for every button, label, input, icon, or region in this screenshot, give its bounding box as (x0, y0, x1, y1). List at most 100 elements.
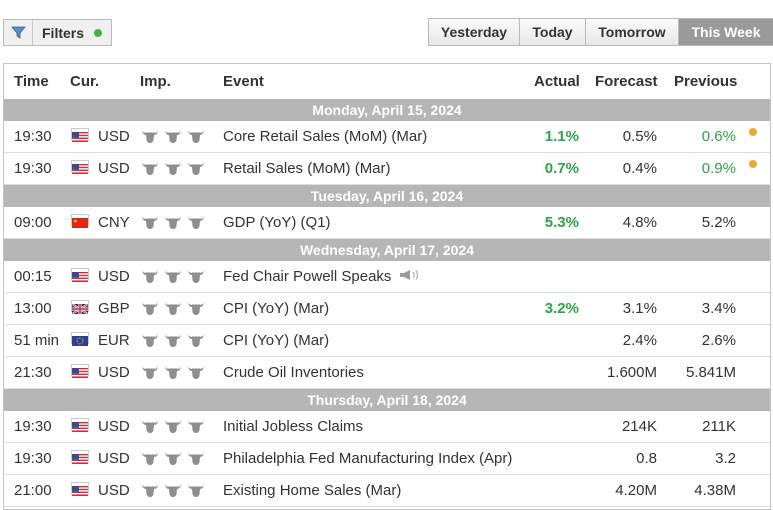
us-flag-icon (71, 418, 89, 432)
uk-flag-icon (71, 300, 89, 315)
table-row[interactable]: 51 min EUR CPI (YoY) (Mar) 2.4% 2.6% (4, 325, 770, 357)
event-forecast: 0.4% (622, 160, 657, 177)
event-actual: 3.2% (544, 300, 579, 317)
event-name[interactable]: Fed Chair Powell Speaks (223, 268, 392, 285)
col-header-forecast[interactable]: Forecast (595, 73, 658, 90)
event-name[interactable]: Philadelphia Fed Manufacturing Index (Ap… (223, 450, 513, 467)
us-flag-icon (71, 364, 89, 378)
importance-bull-icon (187, 332, 205, 348)
importance-bull-icon (164, 300, 182, 316)
eu-flag-icon (71, 332, 89, 346)
table-row[interactable]: 21:00 USD Existing Home Sales (Mar) 4.20M 4.… (4, 475, 770, 507)
table-row[interactable]: 21:30 USD Crude Oil Inventories 1.600M 5.841… (4, 357, 770, 389)
event-previous: 4.38M (694, 482, 736, 499)
importance-rating (141, 214, 205, 230)
filters-label: Filters (42, 24, 85, 41)
date-range-tabs: Yesterday Today Tomorrow This Week (428, 18, 773, 46)
importance-rating (141, 160, 205, 176)
event-previous: 3.2 (715, 450, 736, 467)
filters-button[interactable]: Filters (3, 19, 112, 46)
event-forecast: 4.20M (615, 482, 657, 499)
col-header-event[interactable]: Event (223, 73, 264, 90)
importance-rating (141, 482, 205, 498)
table-row[interactable]: 19:30 USD Core Retail Sales (MoM) (Mar) 1.1… (4, 121, 770, 153)
importance-bull-icon (187, 418, 205, 434)
col-header-time[interactable]: Time (14, 73, 49, 90)
us-flag-icon (71, 160, 89, 174)
importance-bull-icon (141, 268, 159, 284)
event-name[interactable]: GDP (YoY) (Q1) (223, 214, 331, 231)
event-previous: 5.841M (685, 364, 736, 381)
col-header-actual[interactable]: Actual (534, 73, 580, 90)
event-name[interactable]: Crude Oil Inventories (223, 364, 364, 381)
event-currency: USD (98, 268, 130, 285)
event-time: 00:15 (14, 268, 52, 285)
tab-tomorrow[interactable]: Tomorrow (586, 19, 679, 45)
event-time: 21:30 (14, 364, 52, 381)
event-name[interactable]: Retail Sales (MoM) (Mar) (223, 160, 391, 177)
event-name[interactable]: CPI (YoY) (Mar) (223, 300, 330, 317)
event-time: 19:30 (14, 128, 52, 145)
importance-bull-icon (141, 160, 159, 176)
event-name[interactable]: Existing Home Sales (Mar) (223, 482, 402, 499)
importance-rating (141, 128, 205, 144)
importance-bull-icon (164, 482, 182, 498)
importance-bull-icon (164, 214, 182, 230)
day-header: Monday, April 15, 2024 (4, 99, 770, 121)
top-bar: Filters Yesterday Today Tomorrow This We… (0, 0, 773, 56)
importance-bull-icon (187, 268, 205, 284)
filters-active-dot (94, 28, 103, 37)
importance-bull-icon (187, 160, 205, 176)
importance-bull-icon (187, 364, 205, 380)
col-header-previous[interactable]: Previous (674, 73, 738, 90)
day-header: Thursday, April 18, 2024 (4, 389, 770, 411)
revised-indicator-dot (749, 160, 757, 168)
economic-calendar-table: Time Cur. Imp. Event Actual Forecast Pre… (3, 63, 771, 510)
col-header-importance[interactable]: Imp. (140, 73, 171, 90)
tab-yesterday[interactable]: Yesterday (429, 19, 520, 45)
importance-rating (141, 268, 205, 284)
event-time: 09:00 (14, 214, 52, 231)
event-actual: 5.3% (544, 214, 579, 231)
event-actual: 0.7% (544, 160, 579, 177)
event-name[interactable]: CPI (YoY) (Mar) (223, 332, 330, 349)
tab-today[interactable]: Today (520, 19, 586, 45)
event-forecast: 0.5% (622, 128, 657, 145)
event-name[interactable]: Initial Jobless Claims (223, 418, 364, 435)
table-row[interactable]: 19:30 USD Retail Sales (MoM) (Mar) 0.7% 0.4%… (4, 153, 770, 185)
table-row[interactable]: 19:30 USD Philadelphia Fed Manufacturing I… (4, 443, 770, 475)
importance-bull-icon (187, 128, 205, 144)
event-currency: USD (98, 128, 130, 145)
importance-bull-icon (187, 300, 205, 316)
day-header: Wednesday, April 17, 2024 (4, 239, 770, 261)
event-currency: EUR (98, 332, 130, 349)
event-previous: 0.9% (701, 160, 736, 177)
event-name[interactable]: Core Retail Sales (MoM) (Mar) (223, 128, 428, 145)
event-currency: USD (98, 364, 130, 381)
importance-bull-icon (141, 418, 159, 434)
table-row[interactable]: 00:15 USD Fed Chair Powell Speaks (4, 261, 770, 293)
importance-bull-icon (141, 214, 159, 230)
tab-this-week[interactable]: This Week (679, 19, 773, 45)
importance-bull-icon (164, 418, 182, 434)
event-actual: 1.1% (544, 128, 579, 145)
event-time: 21:00 (14, 482, 52, 499)
importance-bull-icon (164, 268, 182, 284)
event-previous: 5.2% (701, 214, 736, 231)
importance-bull-icon (164, 450, 182, 466)
importance-bull-icon (187, 482, 205, 498)
col-header-currency[interactable]: Cur. (70, 73, 100, 90)
table-row[interactable]: 13:00 GBP CPI (YoY) (Mar) 3.2% 3.1% 3.4% (4, 293, 770, 325)
importance-bull-icon (164, 160, 182, 176)
importance-rating (141, 364, 205, 380)
table-row[interactable]: 19:30 USD Initial Jobless Claims 214K 211K (4, 411, 770, 443)
event-forecast: 0.8 (636, 450, 657, 467)
event-forecast: 1.600M (606, 364, 657, 381)
importance-bull-icon (141, 482, 159, 498)
event-currency: USD (98, 482, 130, 499)
event-time: 13:00 (14, 300, 52, 317)
table-row[interactable]: 09:00 CNY GDP (YoY) (Q1) 5.3% 4.8% 5.2% (4, 207, 770, 239)
china-flag-icon (71, 214, 89, 228)
importance-bull-icon (164, 332, 182, 348)
importance-bull-icon (187, 214, 205, 230)
